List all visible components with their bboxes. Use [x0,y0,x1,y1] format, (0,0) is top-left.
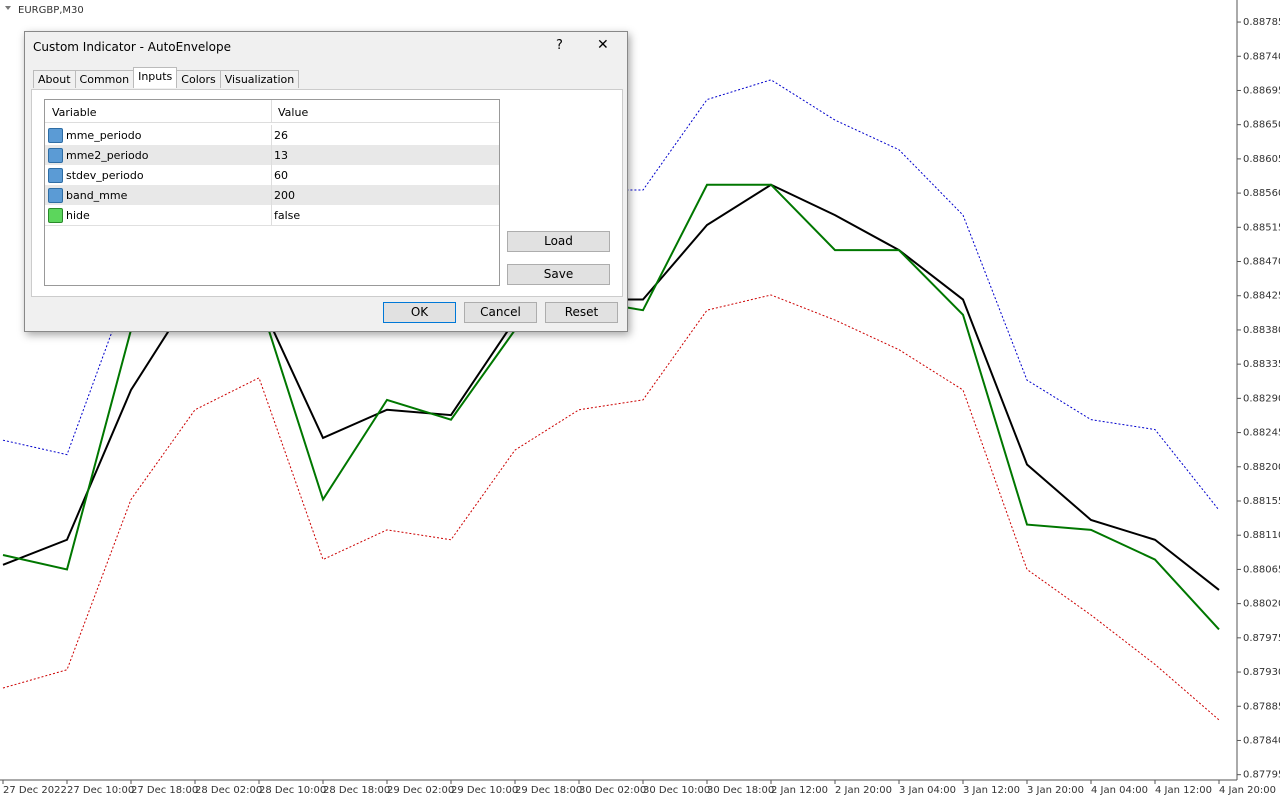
type-icon [48,168,63,183]
tab[interactable]: Inputs [133,67,178,88]
column-divider [271,165,272,185]
y-tick-label: 0.88425 [1243,291,1280,302]
tab[interactable]: Visualization [219,70,300,88]
variable-name: hide [66,209,90,222]
x-tick-label: 4 Jan 20:00 [1219,785,1276,796]
x-tick-label: 4 Jan 12:00 [1155,785,1212,796]
x-tick-label: 2 Jan 20:00 [835,785,892,796]
column-header: Value [278,106,309,119]
variable-value: 26 [274,129,288,142]
y-tick-label: 0.88335 [1243,359,1280,370]
column-divider [271,125,272,145]
x-tick-label: 27 Dec 2022 [3,785,67,796]
x-tick-label: 28 Dec 10:00 [259,785,326,796]
table-row[interactable]: stdev_periodo 60 [45,165,499,186]
help-button[interactable]: ? [556,38,563,53]
dialog-button[interactable]: OK [383,302,456,323]
y-tick-label: 0.88065 [1243,564,1280,575]
dropdown-arrow [5,6,11,10]
dialog-button[interactable]: Cancel [464,302,537,323]
x-tick-label: 3 Jan 20:00 [1027,785,1084,796]
table-row[interactable]: band_mme 200 [45,185,499,206]
variable-name: band_mme [66,189,128,202]
variable-value: false [274,209,301,222]
y-tick-label: 0.87975 [1243,633,1280,644]
tab-panel: Variable Value mme_periodo 26 mme2_periodo 13… [31,89,623,297]
y-tick-label: 0.87795 [1243,770,1280,781]
close-button[interactable]: ✕ [597,37,609,53]
column-divider [271,145,272,165]
type-icon [48,188,63,203]
tab-bar: About Common Inputs Colors Visualization [33,67,300,88]
y-tick-label: 0.88785 [1243,17,1280,28]
inputs-table: Variable Value mme_periodo 26 mme2_periodo 13… [44,99,500,286]
variable-name: mme2_periodo [66,149,149,162]
y-tick-label: 0.88245 [1243,428,1280,439]
symbol-label: EURGBP,M30 [18,5,84,16]
x-tick-label: 29 Dec 10:00 [451,785,518,796]
indicator-line [2,294,1220,721]
x-tick-label: 27 Dec 18:00 [131,785,198,796]
variable-value: 13 [274,149,288,162]
variable-value: 60 [274,169,288,182]
y-tick-label: 0.88515 [1243,222,1280,233]
x-tick-label: 28 Dec 02:00 [195,785,262,796]
table-row[interactable]: mme_periodo 26 [45,125,499,146]
variable-name: mme_periodo [66,129,142,142]
indicator-dialog: Custom Indicator - AutoEnvelope ? ✕ Vari… [24,31,628,332]
table-header: Variable Value [45,100,499,123]
side-button[interactable]: Save [507,264,610,285]
column-divider [271,185,272,205]
x-tick-label: 2 Jan 12:00 [771,785,828,796]
dialog-title: Custom Indicator - AutoEnvelope [33,40,231,54]
y-tick-label: 0.88605 [1243,154,1280,165]
tab[interactable]: Colors [176,70,221,88]
y-tick-label: 0.87885 [1243,701,1280,712]
tab[interactable]: About [33,70,76,88]
column-header: Variable [52,106,97,119]
x-tick-label: 4 Jan 04:00 [1091,785,1148,796]
x-tick-label: 29 Dec 02:00 [387,785,454,796]
x-tick-label: 27 Dec 10:00 [67,785,134,796]
x-tick-label: 30 Dec 10:00 [643,785,710,796]
dialog-button[interactable]: Reset [545,302,618,323]
variable-value: 200 [274,189,295,202]
y-tick-label: 0.88155 [1243,496,1280,507]
table-row[interactable]: hide false [45,205,499,226]
variable-name: stdev_periodo [66,169,144,182]
y-tick-label: 0.88695 [1243,85,1280,96]
x-tick-label: 28 Dec 18:00 [323,785,390,796]
side-button[interactable]: Load [507,231,610,252]
x-tick-label: 29 Dec 18:00 [515,785,582,796]
type-icon [48,148,63,163]
type-icon [48,208,63,223]
x-tick-label: 3 Jan 12:00 [963,785,1020,796]
x-tick-label: 3 Jan 04:00 [899,785,956,796]
x-tick-label: 30 Dec 02:00 [579,785,646,796]
type-icon [48,128,63,143]
tab[interactable]: Common [74,70,135,88]
table-row[interactable]: mme2_periodo 13 [45,145,499,166]
x-tick-label: 30 Dec 18:00 [707,785,774,796]
column-divider [271,205,272,225]
column-divider [271,100,272,122]
